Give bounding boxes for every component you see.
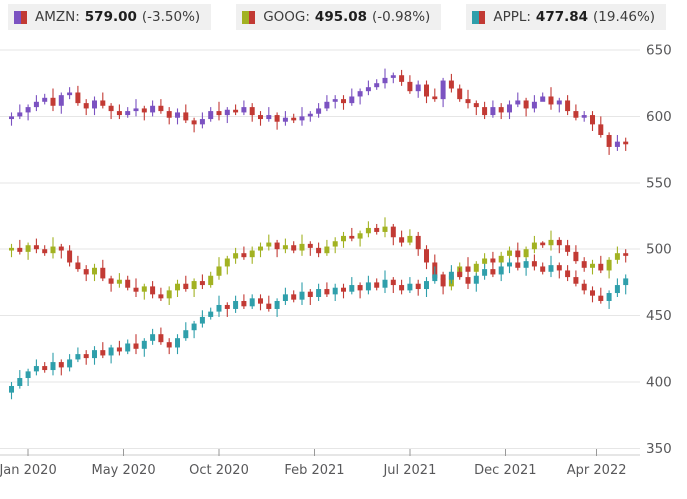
legend-symbol: APPL: bbox=[493, 9, 531, 25]
legend-item-goog[interactable]: GOOG: 495.08 (-0.98%) bbox=[236, 4, 442, 30]
svg-text:650: 650 bbox=[646, 43, 672, 59]
legend-value: 495.08 bbox=[314, 9, 368, 25]
svg-text:Apr 2022: Apr 2022 bbox=[567, 463, 627, 478]
svg-text:350: 350 bbox=[646, 441, 672, 457]
svg-text:Dec 2021: Dec 2021 bbox=[474, 463, 536, 478]
legend-change: (-3.50%) bbox=[141, 9, 201, 25]
svg-text:600: 600 bbox=[646, 109, 672, 125]
legend-item-appl[interactable]: APPL: 477.84 (19.46%) bbox=[466, 4, 667, 30]
svg-text:Jul 2021: Jul 2021 bbox=[382, 463, 436, 478]
legend-value: 477.84 bbox=[535, 9, 589, 25]
legend-value: 579.00 bbox=[84, 9, 137, 25]
legend-change: (-0.98%) bbox=[372, 9, 431, 25]
svg-text:Feb 2021: Feb 2021 bbox=[284, 463, 344, 478]
amzn-candle-swatch-icon bbox=[14, 10, 27, 24]
swatch-down-half bbox=[20, 10, 27, 24]
legend-symbol: GOOG: bbox=[263, 9, 310, 25]
svg-text:500: 500 bbox=[646, 242, 672, 258]
legend-symbol: AMZN: bbox=[35, 9, 80, 25]
svg-text:Jan 2020: Jan 2020 bbox=[0, 463, 57, 478]
svg-text:450: 450 bbox=[646, 308, 672, 324]
swatch-up-half bbox=[242, 10, 249, 24]
appl-candle-swatch-icon bbox=[472, 10, 486, 24]
legend-item-amzn[interactable]: AMZN: 579.00 (-3.50%) bbox=[8, 4, 212, 30]
goog-candle-swatch-icon bbox=[242, 10, 256, 24]
legend-change: (19.46%) bbox=[593, 9, 656, 25]
svg-text:Oct 2020: Oct 2020 bbox=[189, 463, 249, 478]
svg-text:May 2020: May 2020 bbox=[92, 463, 156, 478]
swatch-up-half bbox=[472, 10, 479, 24]
candlestick-chart-canvas[interactable]: 650 600 550 500 450 400 350 Jan 2020 May 2020 Oct… bbox=[0, 35, 687, 499]
svg-text:550: 550 bbox=[646, 175, 672, 191]
swatch-down-half bbox=[478, 10, 486, 24]
swatch-down-half bbox=[248, 10, 256, 24]
svg-text:400: 400 bbox=[646, 375, 672, 391]
swatch-up-half bbox=[14, 10, 21, 24]
chart-legend: AMZN: 579.00 (-3.50%) GOOG: 495.08 (-0.9… bbox=[8, 4, 667, 30]
